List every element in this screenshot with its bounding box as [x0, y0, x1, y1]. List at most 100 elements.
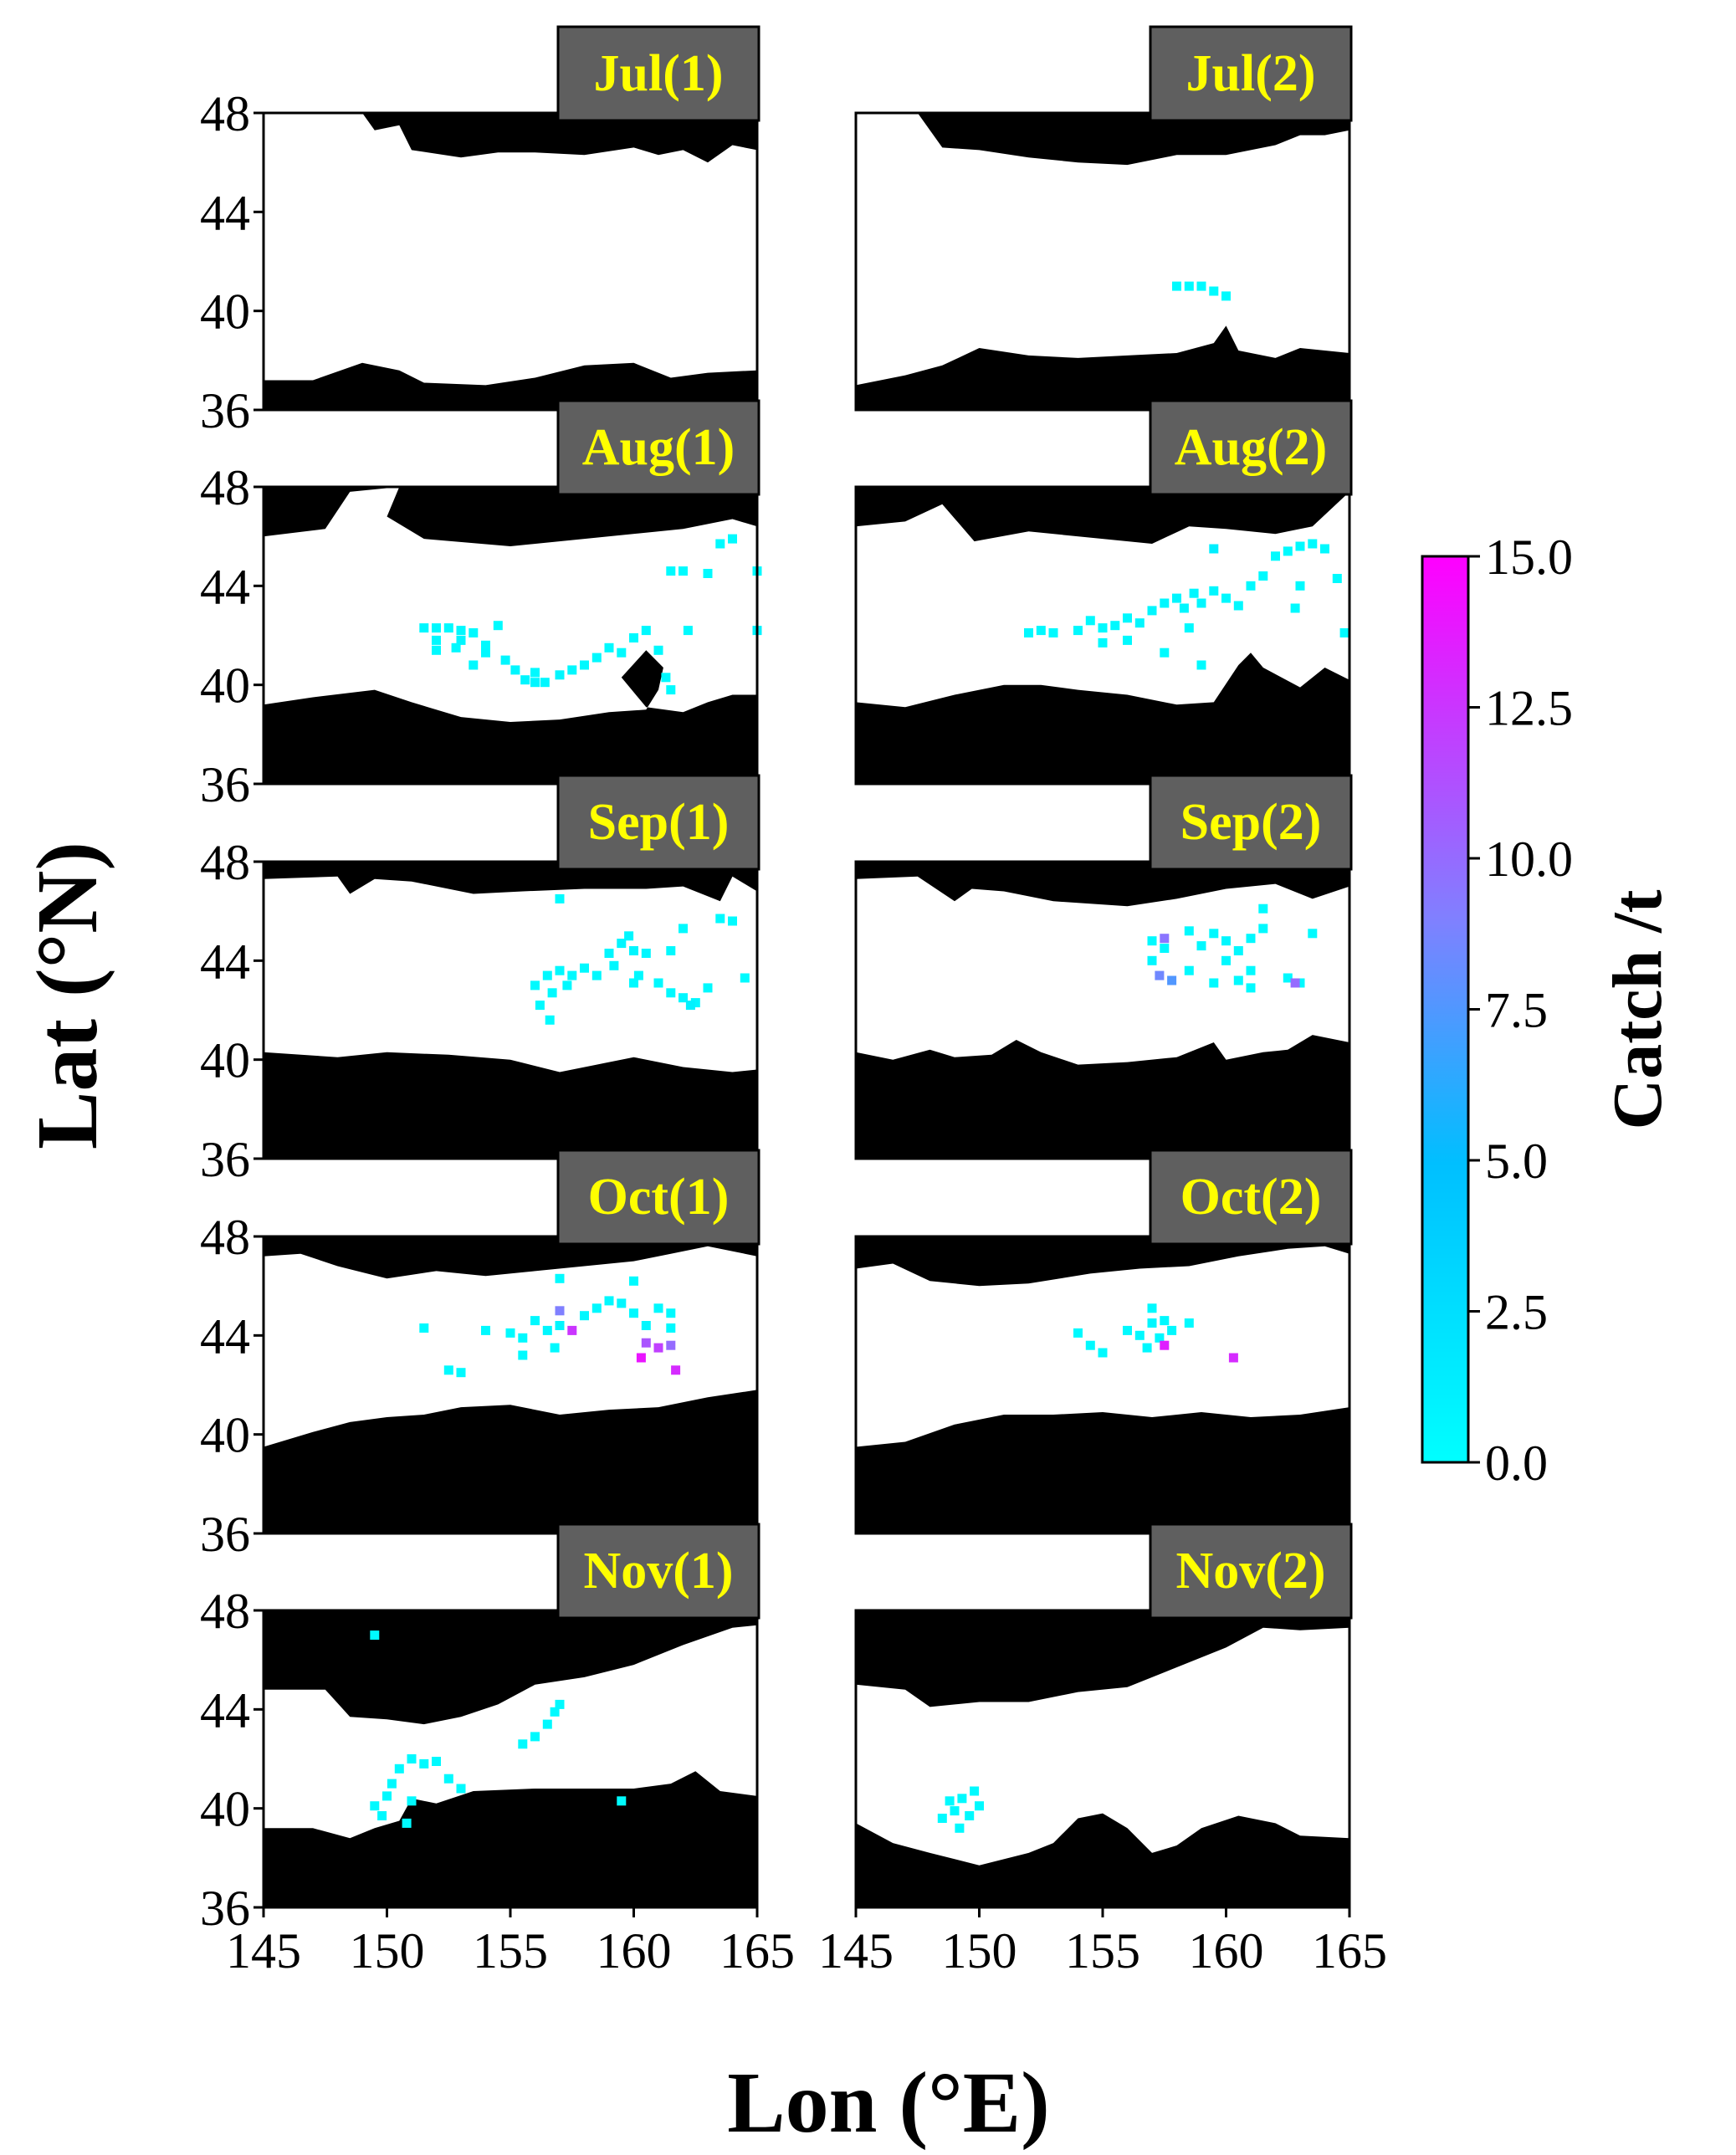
- catch-cell: [1233, 601, 1243, 611]
- y-tick-label: 48: [200, 86, 250, 141]
- catch-cell: [690, 998, 700, 1008]
- catch-cell: [1085, 1340, 1095, 1350]
- land-mask-north: [856, 862, 1349, 907]
- y-tick-label: 36: [200, 757, 250, 812]
- panel-grid: Jul(1) 36 40 44 48 Jul(2) Aug(1) 36 40 44 48 Aug(2)…: [200, 25, 1387, 1978]
- catch-cell: [535, 1001, 545, 1011]
- catch-cell: [1221, 936, 1231, 946]
- catch-cell: [567, 970, 577, 980]
- colorbar-tick-label: 5.0: [1485, 1134, 1548, 1189]
- catch-cell: [1184, 281, 1194, 291]
- catch-cell: [1160, 944, 1170, 953]
- catch-cell: [1142, 1343, 1152, 1353]
- catch-cell: [636, 1353, 646, 1363]
- panel-frame: [854, 485, 1351, 786]
- catch-cell: [1246, 965, 1256, 975]
- catch-cell: [432, 1757, 441, 1766]
- colorbar-ticks: 0.0 2.5 5.0 7.5 10.0 12.5 15.0: [1468, 530, 1573, 1491]
- catch-cell: [937, 1814, 947, 1823]
- colorbar-tick-label: 0.0: [1485, 1436, 1548, 1491]
- catch-cell: [1085, 616, 1095, 626]
- land-mask-south: [264, 1390, 757, 1533]
- catch-cell: [685, 1001, 695, 1011]
- catch-cell: [641, 1338, 651, 1348]
- catch-cell: [1228, 1353, 1238, 1363]
- panel-title-box: [1149, 25, 1353, 122]
- panel-frame: [854, 1235, 1351, 1535]
- catch-cell: [666, 988, 676, 998]
- catch-cell: [493, 621, 503, 631]
- catch-cell: [1295, 541, 1305, 551]
- catch-cell: [370, 1630, 380, 1641]
- panel: Oct(2): [854, 1149, 1353, 1535]
- catch-cell: [520, 675, 530, 685]
- panel: Sep(1) 36 40 44 48: [200, 774, 760, 1187]
- panel: Oct(1) 36 40 44 48: [200, 1149, 760, 1562]
- panel-frame: [262, 485, 759, 786]
- catch-cell: [510, 665, 520, 675]
- catch-cell: [1073, 626, 1083, 636]
- catch-cell: [1184, 623, 1194, 633]
- y-tick-label: 44: [200, 185, 250, 240]
- catch-cell: [481, 640, 490, 650]
- catch-cell: [518, 1333, 528, 1343]
- land-mask-north: [264, 1236, 757, 1279]
- catch-cell: [679, 924, 688, 934]
- colorbar-tick-label: 12.5: [1485, 681, 1573, 736]
- catch-cell: [481, 1325, 490, 1335]
- panel-frame: [262, 1235, 759, 1535]
- catch-cell: [407, 1754, 417, 1763]
- catch-cell: [715, 914, 725, 924]
- x-tick-label: 155: [1065, 1923, 1140, 1978]
- catch-cell: [555, 893, 565, 903]
- catch-cell: [1147, 1318, 1157, 1328]
- catch-cell: [1172, 593, 1181, 603]
- catch-cell: [542, 1719, 552, 1729]
- catch-cell: [591, 1303, 602, 1313]
- catch-cell: [945, 1796, 955, 1806]
- catch-cell: [728, 916, 737, 926]
- catch-cell: [469, 660, 479, 670]
- catch-cell: [609, 960, 619, 970]
- catch-cell: [1308, 539, 1318, 549]
- catch-cell: [1024, 628, 1033, 637]
- catch-cell: [641, 626, 651, 636]
- catch-cell: [703, 569, 713, 578]
- land-mask-north: [264, 113, 757, 163]
- catch-cell: [530, 1732, 540, 1742]
- catch-cell: [1332, 574, 1342, 583]
- catch-cell: [629, 946, 638, 955]
- catch-cell: [653, 1303, 663, 1313]
- y-tick-label: 36: [200, 1881, 250, 1936]
- catch-cell: [1167, 975, 1177, 985]
- colorbar-tick-label: 10.0: [1485, 832, 1573, 887]
- axis-labels: Lat (°N) Lon (°E): [19, 842, 1050, 2151]
- panel-title: Oct(2): [1180, 1169, 1322, 1226]
- catch-cell: [419, 1323, 429, 1333]
- panel: Jul(2): [854, 25, 1353, 412]
- y-tick-label: 44: [200, 934, 250, 989]
- catch-cell: [530, 668, 540, 678]
- catch-cell: [550, 1343, 560, 1353]
- land-mask-south: [856, 1813, 1349, 1907]
- catch-cell: [1246, 983, 1256, 993]
- catch-cell: [1155, 970, 1165, 980]
- catch-cell: [1209, 544, 1219, 554]
- catch-cell: [518, 1350, 528, 1360]
- panel-title: Nov(2): [1175, 1543, 1325, 1600]
- land-mask-south: [264, 1771, 757, 1907]
- catch-cell: [1209, 286, 1219, 296]
- panel-title: Jul(2): [1186, 45, 1316, 102]
- catch-cell: [641, 949, 651, 958]
- catch-cell: [1098, 637, 1108, 648]
- catch-cell: [1246, 934, 1256, 944]
- catch-cell: [419, 1758, 429, 1769]
- catch-cell: [604, 1296, 614, 1306]
- panel-title: Jul(1): [594, 45, 724, 102]
- catch-cell: [562, 980, 572, 990]
- catch-cell: [604, 949, 614, 958]
- catch-cell: [394, 1763, 404, 1774]
- catch-cell: [1209, 586, 1219, 596]
- catch-cell: [542, 970, 552, 980]
- panel-title: Sep(1): [588, 794, 730, 851]
